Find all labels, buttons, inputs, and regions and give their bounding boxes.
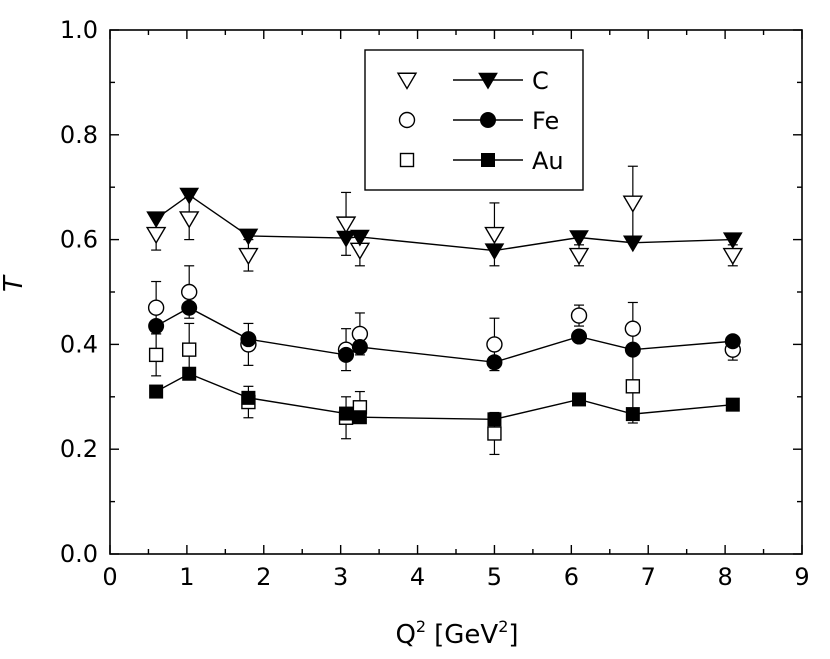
x-tick-label: 2 xyxy=(256,563,271,591)
filled-point-c xyxy=(569,230,589,248)
open-point-c xyxy=(238,247,259,266)
open-point-fe xyxy=(180,283,198,301)
open-point-c xyxy=(178,211,200,229)
filled-point-fe xyxy=(486,354,503,371)
open-point-c xyxy=(622,195,644,213)
legend-open-marker-c xyxy=(396,72,418,90)
open-point-c xyxy=(335,216,357,234)
x-axis-label-unit-open: [GeV xyxy=(434,620,498,650)
filled-point-c xyxy=(179,187,200,205)
open-point-fe xyxy=(147,299,165,316)
filled-point-au xyxy=(625,407,640,422)
open-point-au xyxy=(625,379,641,394)
x-tick-label: 0 xyxy=(102,563,117,591)
legend: C Fe Au xyxy=(364,49,584,191)
x-tick-label: 8 xyxy=(717,563,732,591)
axes: 0 1 2 3 4 5 6 7 8 9 0.0 0.2 0.4 0.6 0.8 1.0 xyxy=(60,16,810,591)
x-tick-label: 3 xyxy=(333,563,348,591)
open-point-c xyxy=(722,247,744,266)
filled-point-au xyxy=(487,412,502,427)
filled-point-au xyxy=(182,366,197,381)
filled-point-au xyxy=(352,410,367,425)
filled-point-fe xyxy=(148,318,165,335)
open-point-au xyxy=(487,426,502,441)
filled-point-fe xyxy=(724,333,741,350)
x-axis-label-q: Q xyxy=(395,620,415,650)
open-point-fe xyxy=(486,336,503,353)
filled-point-au xyxy=(241,390,256,405)
x-tick-label: 9 xyxy=(794,563,809,591)
x-tick-label: 4 xyxy=(410,563,425,591)
y-axis-label: T xyxy=(0,274,29,292)
filled-point-fe xyxy=(351,339,368,356)
filled-point-c xyxy=(350,229,370,247)
filled-point-fe xyxy=(181,299,198,316)
legend-filled-marker-c xyxy=(478,72,498,90)
plot-area xyxy=(145,165,744,456)
legend-filled-marker-fe xyxy=(480,112,496,128)
y-tick-label: 0.8 xyxy=(60,121,98,149)
filled-point-au xyxy=(149,384,164,399)
series-au xyxy=(148,322,740,456)
x-axis-label-unit-sup: 2 xyxy=(498,617,508,636)
series-line-c xyxy=(155,194,733,252)
x-axis-label: Q2 [GeV2] xyxy=(395,617,518,650)
x-tick-label: 6 xyxy=(564,563,579,591)
filled-point-fe xyxy=(571,328,588,345)
x-tick-label: 5 xyxy=(487,563,502,591)
filled-point-fe xyxy=(338,346,355,363)
legend-open-marker-au xyxy=(399,152,415,168)
legend-label-fe: Fe xyxy=(532,107,559,135)
open-point-c xyxy=(484,226,505,245)
filled-point-c xyxy=(146,211,167,229)
filled-point-au xyxy=(339,406,354,421)
filled-point-c xyxy=(336,230,356,248)
open-point-fe xyxy=(570,307,588,324)
y-tick-label: 0.0 xyxy=(60,540,98,568)
x-tick-label: 1 xyxy=(179,563,194,591)
open-point-au xyxy=(181,342,197,357)
legend-filled-marker-au xyxy=(481,153,495,167)
filled-point-c xyxy=(722,232,743,250)
open-point-c xyxy=(145,226,167,245)
x-axis-label-unit-close: ] xyxy=(508,620,518,650)
y-tick-label: 0.6 xyxy=(60,226,98,254)
y-tick-label: 1.0 xyxy=(60,16,98,44)
open-point-c xyxy=(568,247,590,266)
filled-point-au xyxy=(725,397,740,412)
y-tick-label: 0.2 xyxy=(60,435,98,463)
filled-point-c xyxy=(622,235,643,253)
x-axis-label-sup: 2 xyxy=(416,617,426,636)
legend-open-marker-fe xyxy=(398,111,416,129)
open-point-au xyxy=(148,347,164,363)
filled-point-c xyxy=(238,228,259,246)
filled-point-au xyxy=(572,392,587,407)
legend-label-c: C xyxy=(532,67,549,95)
x-tick-label: 7 xyxy=(641,563,656,591)
series-fe xyxy=(147,265,741,372)
filled-point-fe xyxy=(240,331,257,348)
open-point-fe xyxy=(624,320,642,337)
filled-point-c xyxy=(484,243,505,261)
y-tick-label: 0.4 xyxy=(60,330,98,358)
legend-label-au: Au xyxy=(532,147,564,175)
series-c xyxy=(145,165,744,272)
